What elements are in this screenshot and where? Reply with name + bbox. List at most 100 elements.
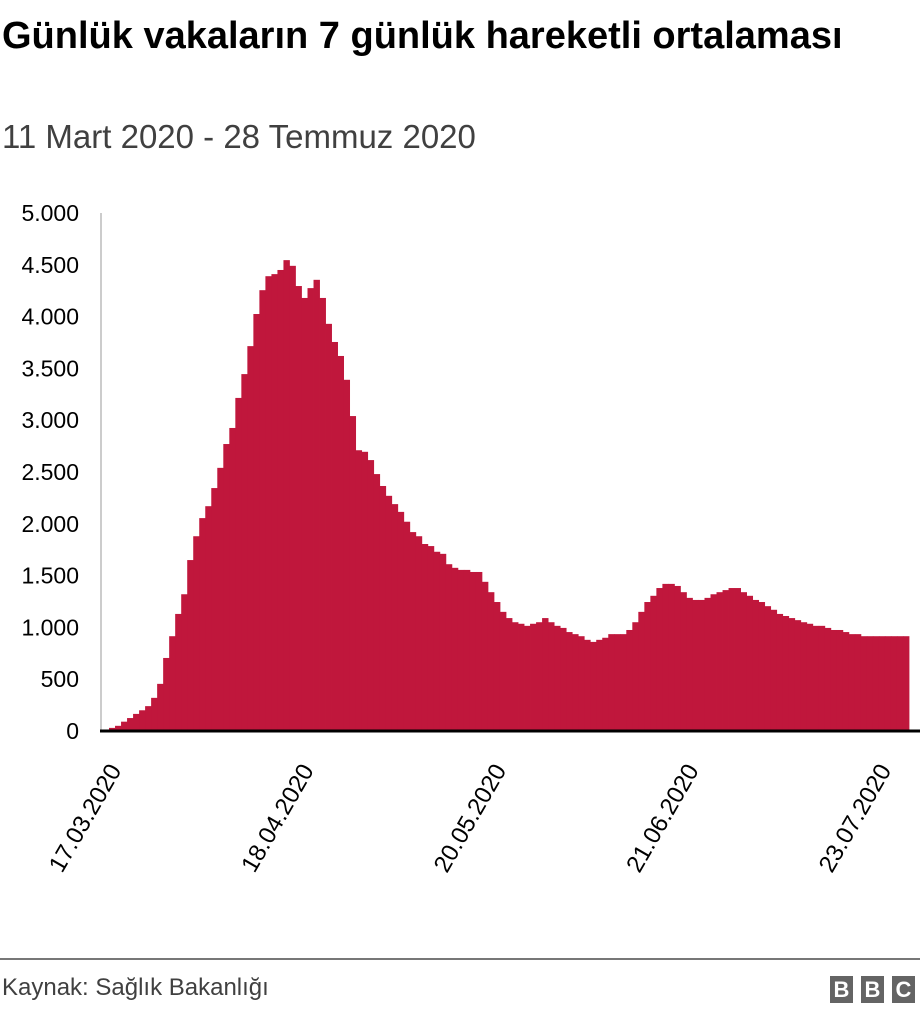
bar: [644, 602, 651, 731]
bar: [608, 634, 615, 731]
bar: [602, 637, 609, 731]
y-tick-labels: 0 500 1.000 1.500 2.000 2.500 3.000 3.500 4.000 4…: [21, 200, 79, 744]
bar: [175, 613, 182, 731]
y-tick-label: 2.000: [21, 511, 79, 537]
y-tick-label: 3.000: [21, 407, 79, 433]
bar: [403, 521, 411, 731]
bar: [391, 504, 399, 731]
y-tick-label: 2.500: [21, 459, 79, 485]
bar: [812, 625, 820, 731]
bar: [902, 636, 910, 731]
bar: [475, 571, 483, 731]
bar: [866, 636, 874, 731]
bar: [331, 341, 338, 731]
bar: [481, 581, 489, 731]
bar: [566, 632, 573, 731]
bar: [385, 495, 393, 731]
bar: [662, 583, 669, 731]
bar: [469, 571, 477, 731]
bar-chart: 0 500 1.000 1.500 2.000 2.500 3.000 3.500 4.000 4…: [21, 200, 920, 878]
bar: [746, 595, 754, 731]
bbc-logo-b2: B: [861, 976, 884, 1003]
bar: [487, 592, 495, 731]
bar: [800, 622, 808, 731]
bar: [596, 639, 603, 731]
bar: [499, 611, 507, 731]
bar: [127, 718, 134, 731]
bar: [758, 602, 766, 731]
bar: [536, 622, 543, 731]
bar: [704, 597, 711, 731]
y-tick-label: 1.500: [21, 563, 79, 589]
bar: [710, 594, 717, 731]
bar: [794, 620, 802, 731]
bar: [493, 602, 501, 731]
bar: [439, 553, 447, 731]
x-tick-label: 20.05.2020: [429, 760, 512, 878]
bar: [139, 710, 146, 731]
bar: [518, 623, 525, 731]
bar: [734, 588, 741, 731]
bar: [848, 634, 856, 731]
bar: [463, 569, 471, 731]
bar: [259, 290, 266, 731]
bar: [782, 616, 790, 731]
bar: [181, 594, 188, 731]
bar: [650, 595, 657, 731]
y-tick-label: 500: [41, 666, 79, 692]
y-tick-label: 1.000: [21, 614, 79, 640]
bar: [884, 636, 892, 731]
bar: [818, 625, 826, 731]
bar: [133, 713, 140, 731]
bar: [277, 269, 284, 731]
bar: [169, 636, 176, 731]
bar: [680, 592, 687, 731]
bar: [409, 532, 417, 731]
bar: [692, 599, 699, 731]
bar: [896, 636, 904, 731]
bar: [764, 606, 772, 731]
bar: [728, 588, 735, 731]
chart-subtitle: 11 Mart 2020 - 28 Temmuz 2020: [2, 118, 476, 155]
chart-title: Günlük vakaların 7 günlük hareketli orta…: [2, 15, 843, 57]
bar: [445, 564, 453, 731]
bar: [656, 588, 663, 731]
bar: [584, 639, 591, 731]
bar: [524, 625, 531, 731]
bar: [824, 627, 832, 731]
bar: [560, 627, 567, 731]
bar: [211, 488, 218, 731]
y-tick-label: 4.500: [21, 252, 79, 278]
bar: [554, 625, 561, 731]
bar: [163, 657, 170, 731]
bar: [752, 599, 760, 731]
bar: [379, 485, 387, 731]
bar: [686, 597, 693, 731]
bbc-logo-c: C: [892, 976, 915, 1003]
bar: [614, 634, 621, 731]
bar: [313, 279, 320, 731]
bar: [890, 636, 898, 731]
bar: [223, 444, 230, 731]
bar: [716, 592, 723, 731]
bar: [373, 474, 381, 731]
bar: [530, 623, 537, 731]
bar: [325, 323, 332, 731]
bar: [193, 536, 200, 731]
bar: [145, 706, 152, 731]
y-tick-label: 0: [66, 718, 79, 744]
bar: [572, 634, 579, 731]
bar: [397, 511, 405, 731]
bar: [830, 629, 838, 731]
bar: [590, 641, 597, 731]
bar: [265, 276, 272, 731]
bar: [421, 544, 429, 731]
bar: [229, 427, 236, 731]
bar: [121, 721, 128, 731]
bar: [457, 569, 465, 731]
bar: [157, 683, 164, 731]
bar: [722, 590, 729, 731]
bar: [289, 265, 296, 731]
bar: [698, 599, 705, 731]
bar: [770, 609, 778, 731]
